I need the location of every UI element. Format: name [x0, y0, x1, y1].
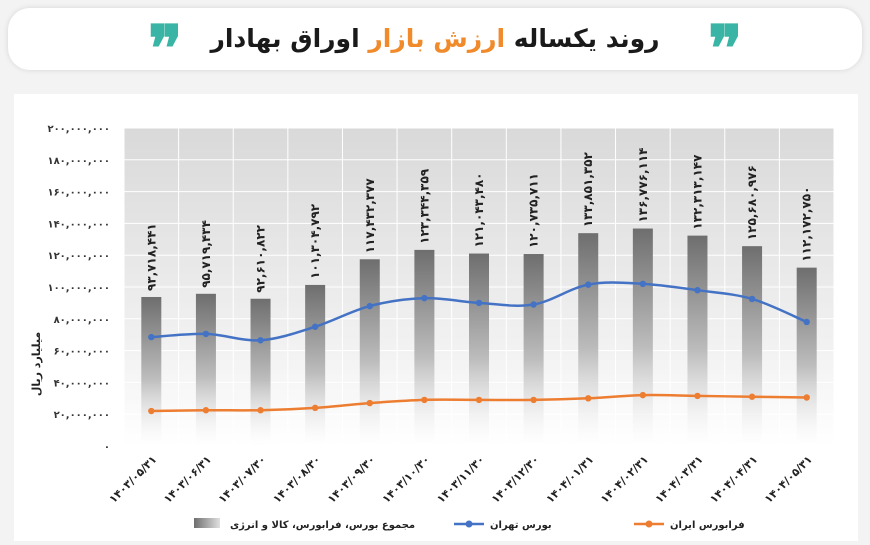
- x-tick-label: ۱۴۰۳/۰۶/۳۱: [161, 453, 214, 506]
- series-point: [257, 407, 264, 414]
- y-tick-label: ۲۰,۰۰۰,۰۰۰: [54, 410, 110, 421]
- x-tick-label: ۱۴۰۴/۰۵/۳۱: [762, 453, 815, 506]
- series-point: [639, 391, 647, 399]
- series-point: [803, 318, 810, 326]
- series-point: [202, 330, 210, 338]
- y-tick-label: ۴۰,۰۰۰,۰۰۰: [54, 378, 110, 389]
- title-part-2: اوراق بهادار: [210, 24, 369, 53]
- series-point: [475, 299, 483, 307]
- bar: [195, 293, 216, 446]
- series-point: [748, 295, 756, 303]
- bar-data-label: ۱۱۷,۴۳۲,۳۷۷: [363, 178, 377, 254]
- bar: [796, 267, 817, 446]
- bar: [578, 233, 599, 446]
- series-point: [694, 286, 701, 294]
- y-tick-label: ۱۴۰,۰۰۰,۰۰۰: [47, 219, 110, 230]
- y-tick-label: ۱۰۰,۰۰۰,۰۰۰: [47, 283, 110, 294]
- x-tick-label: ۱۴۰۳/۰۸/۳۰: [270, 453, 323, 506]
- x-tick-label: ۱۴۰۳/۰۵/۳۱: [107, 453, 160, 506]
- bar-data-label: ۱۳۲,۳۱۳,۱۴۷: [690, 154, 704, 230]
- y-tick-label: ۶۰,۰۰۰,۰۰۰: [54, 347, 110, 358]
- x-tick-label: ۱۴۰۴/۰۱/۳۱: [543, 453, 596, 506]
- series-point: [639, 280, 647, 288]
- series-point: [311, 404, 319, 412]
- y-axis-label: میلیارد ریال: [30, 332, 43, 396]
- series-point: [530, 301, 537, 308]
- y-tick-label: ۲۰۰,۰۰۰,۰۰۰: [47, 124, 110, 135]
- y-tick-label: ۱۶۰,۰۰۰,۰۰۰: [47, 188, 110, 199]
- y-tick-label: ۱۸۰,۰۰۰,۰۰۰: [47, 156, 110, 167]
- bar-data-label: ۹۲,۶۱۰,۸۲۲: [254, 224, 268, 292]
- bar: [742, 246, 763, 446]
- bar-data-label: ۱۱۲,۱۷۲,۷۵۰: [800, 187, 814, 262]
- bar-data-label: ۱۲۵,۶۸۰,۹۷۶: [745, 165, 759, 240]
- y-tick-label: ۱۲۰,۰۰۰,۰۰۰: [47, 251, 110, 262]
- bar: [141, 296, 162, 446]
- x-tick-label: ۱۴۰۴/۰۳/۳۱: [653, 453, 706, 506]
- bar: [305, 284, 326, 446]
- x-tick-label: ۱۴۰۳/۱۰/۳۰: [380, 453, 433, 506]
- quote-open-icon: ❞: [148, 12, 183, 87]
- bar-data-label: ۱۰۱,۳۰۴,۷۹۲: [308, 203, 322, 279]
- bar-data-label: ۱۲۰,۷۳۵,۷۱۱: [527, 173, 541, 248]
- quote-close-icon: ❞: [708, 12, 743, 87]
- series-point: [257, 337, 264, 344]
- legend-label: فرابورس ایران: [670, 520, 745, 531]
- series-point: [803, 394, 810, 401]
- legend-swatch-bar: [194, 518, 220, 528]
- bar: [414, 249, 435, 446]
- series-point: [585, 281, 592, 288]
- x-tick-label: ۱۴۰۴/۰۲/۳۱: [598, 453, 651, 506]
- series-point: [366, 302, 373, 310]
- bar-data-label: ۹۵,۷۱۹,۴۳۴: [199, 220, 213, 288]
- series-point: [694, 392, 701, 400]
- bar: [523, 254, 544, 446]
- bar: [250, 298, 271, 446]
- bar-data-label: ۱۳۶,۷۷۶,۱۱۴: [636, 147, 650, 222]
- series-point: [421, 396, 428, 404]
- series-point: [475, 396, 483, 404]
- bar: [469, 253, 489, 446]
- y-tick-label: ۰: [104, 442, 110, 453]
- x-tick-label: ۱۴۰۴/۰۴/۳۱: [707, 453, 760, 506]
- title-banner: ❞ روند یکساله ارزش بازار اوراق بهادار ❞: [8, 8, 862, 82]
- bar-data-label: ۱۳۳,۸۵۱,۳۵۲: [581, 151, 595, 227]
- series-point: [311, 323, 319, 330]
- chart-panel: ۰ ۲۰,۰۰۰,۰۰۰ ۴۰,۰۰۰,۰۰۰ ۶۰,۰۰۰,۰۰۰ ۸۰,۰۰۰,۰۰…: [14, 94, 858, 541]
- legend-swatch-dot: [465, 520, 473, 528]
- bar-data-label: ۱۲۳,۳۴۴,۳۵۹: [417, 168, 431, 244]
- legend-swatch-dot: [645, 520, 653, 528]
- title-accent: ارزش بازار: [368, 24, 506, 53]
- x-tick-label: ۱۴۰۳/۱۲/۳۰: [489, 453, 542, 506]
- page-title: روند یکساله ارزش بازار اوراق بهادار: [8, 24, 862, 53]
- bar: [687, 235, 708, 446]
- bar: [632, 228, 653, 446]
- market-value-chart: ۰ ۲۰,۰۰۰,۰۰۰ ۴۰,۰۰۰,۰۰۰ ۶۰,۰۰۰,۰۰۰ ۸۰,۰۰۰,۰۰…: [30, 124, 835, 531]
- bar-data-label: ۹۳,۷۱۸,۴۴۱: [144, 223, 158, 291]
- bar: [359, 259, 380, 446]
- series-point: [530, 396, 537, 404]
- bar-data-label: ۱۲۱,۰۴۳,۴۸۰: [472, 172, 486, 247]
- x-tick-label: ۱۴۰۳/۰۷/۳۰: [216, 453, 269, 506]
- series-point: [366, 399, 373, 407]
- y-tick-label: ۸۰,۰۰۰,۰۰۰: [54, 315, 110, 326]
- x-tick-label: ۱۴۰۳/۰۹/۳۰: [325, 453, 378, 506]
- title-part-1: روند یکساله: [505, 24, 660, 53]
- series-point: [148, 407, 155, 415]
- x-tick-label: ۱۴۰۳/۱۱/۳۰: [434, 453, 487, 506]
- series-point: [148, 333, 155, 341]
- series-point: [202, 407, 210, 414]
- series-point: [748, 393, 756, 400]
- series-point: [585, 395, 592, 402]
- legend-label: بورس تهران: [490, 520, 552, 531]
- series-point: [421, 294, 428, 302]
- legend-label: مجموع بورس، فرابورس، کالا و انرژی: [230, 520, 415, 531]
